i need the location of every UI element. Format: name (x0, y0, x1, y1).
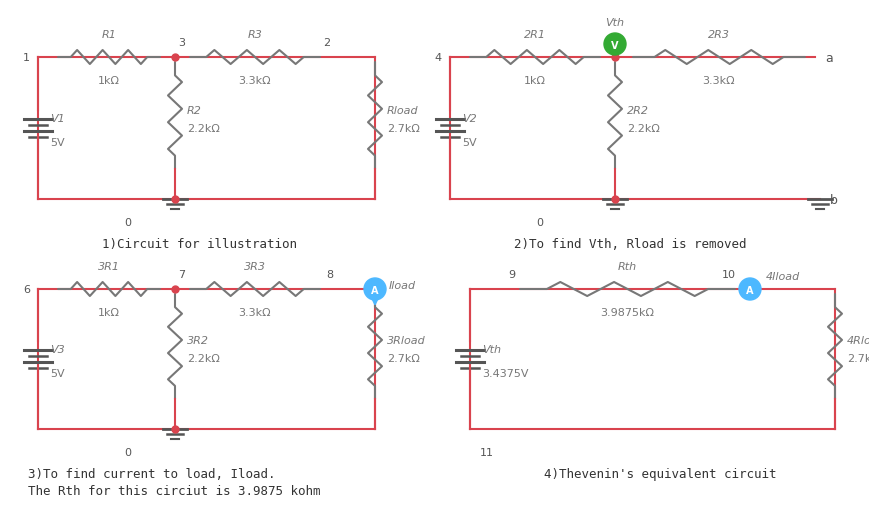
Text: 6: 6 (23, 285, 30, 294)
Text: R1: R1 (102, 30, 116, 40)
Text: V: V (611, 41, 618, 51)
Text: 2R1: 2R1 (523, 30, 546, 40)
Text: 3.4375V: 3.4375V (481, 369, 527, 378)
Text: Vth: Vth (605, 18, 624, 28)
Text: 3R2: 3R2 (187, 336, 209, 346)
Circle shape (603, 34, 626, 56)
Text: 3: 3 (178, 38, 185, 48)
Text: 0: 0 (124, 217, 131, 228)
Text: 3Rload: 3Rload (387, 336, 425, 346)
Text: V1: V1 (50, 114, 64, 124)
Text: 5V: 5V (461, 138, 476, 148)
Text: 4: 4 (434, 53, 441, 63)
Text: 2.2kΩ: 2.2kΩ (187, 354, 220, 364)
Text: 2.7kΩ: 2.7kΩ (846, 354, 869, 364)
Text: V2: V2 (461, 114, 476, 124)
Text: 3R1: 3R1 (98, 262, 120, 271)
Text: R2: R2 (187, 105, 202, 115)
Text: 2.7kΩ: 2.7kΩ (387, 123, 420, 133)
Text: 9: 9 (507, 269, 514, 279)
Text: 2)To find Vth, Rload is removed: 2)To find Vth, Rload is removed (514, 238, 746, 250)
Text: b: b (829, 193, 837, 206)
Text: 2.7kΩ: 2.7kΩ (387, 354, 420, 364)
Text: 3.3kΩ: 3.3kΩ (238, 76, 271, 86)
Text: 1kΩ: 1kΩ (98, 307, 120, 318)
Text: Vth: Vth (481, 344, 501, 354)
Text: 4Iload: 4Iload (765, 271, 799, 281)
Text: 5V: 5V (50, 369, 64, 378)
Text: 10: 10 (721, 269, 735, 279)
Circle shape (363, 278, 386, 300)
Circle shape (738, 278, 760, 300)
Text: 5V: 5V (50, 138, 64, 148)
Text: 0: 0 (124, 447, 131, 457)
Text: a: a (824, 51, 832, 64)
Text: 3.9875kΩ: 3.9875kΩ (600, 307, 653, 318)
Text: 3.3kΩ: 3.3kΩ (238, 307, 271, 318)
Text: Rth: Rth (617, 262, 636, 271)
Text: 4)Thevenin's equivalent circuit: 4)Thevenin's equivalent circuit (543, 467, 775, 480)
Text: V3: V3 (50, 344, 64, 354)
Text: 5: 5 (602, 38, 609, 48)
Text: 2: 2 (322, 38, 329, 48)
Text: Iload: Iload (388, 280, 415, 291)
Text: 0: 0 (536, 217, 543, 228)
Text: 2.2kΩ: 2.2kΩ (187, 123, 220, 133)
Text: 3)To find current to load, Iload.: 3)To find current to load, Iload. (28, 467, 275, 480)
Text: 2R3: 2R3 (707, 30, 729, 40)
Text: 1)Circuit for illustration: 1)Circuit for illustration (103, 238, 297, 250)
Text: 8: 8 (326, 269, 333, 279)
Text: 4Rload: 4Rload (846, 336, 869, 346)
Text: Rload: Rload (387, 105, 418, 115)
Text: A: A (371, 286, 378, 295)
Text: 1kΩ: 1kΩ (523, 76, 546, 86)
Text: The Rth for this circiut is 3.9875 kohm: The Rth for this circiut is 3.9875 kohm (28, 484, 320, 497)
Text: 3.3kΩ: 3.3kΩ (702, 76, 734, 86)
Text: 11: 11 (480, 447, 494, 457)
Text: A: A (746, 286, 753, 295)
Text: 2R2: 2R2 (627, 105, 648, 115)
Text: 1kΩ: 1kΩ (98, 76, 120, 86)
Text: 7: 7 (178, 269, 185, 279)
Text: 2.2kΩ: 2.2kΩ (627, 123, 659, 133)
Text: 1: 1 (23, 53, 30, 63)
Text: R3: R3 (248, 30, 262, 40)
Text: 3R3: 3R3 (243, 262, 266, 271)
